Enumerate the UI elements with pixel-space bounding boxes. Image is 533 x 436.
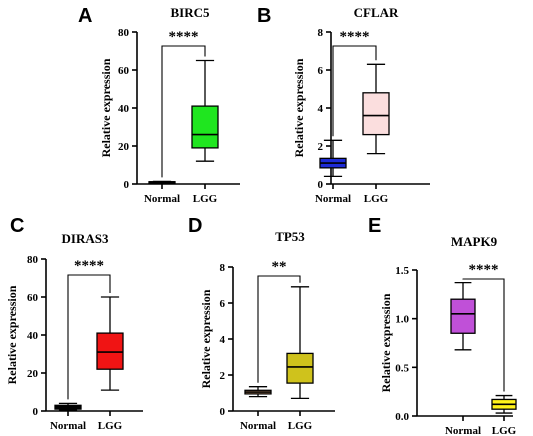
- y-tick-label: 4: [220, 334, 226, 346]
- panel-letter: D: [188, 215, 202, 237]
- y-tick-label: 0: [124, 179, 130, 191]
- y-tick-label: 0.5: [395, 362, 409, 374]
- y-tick-label: 40: [27, 330, 39, 342]
- chart-panel-b: B CFLAR Relative expression 0 2 4 6 8 Normal LGG *…: [257, 5, 430, 205]
- iqr-box: [191, 105, 219, 149]
- y-axis-label: Relative expression: [99, 58, 113, 157]
- y-tick-label: 2: [318, 141, 324, 153]
- x-category-label: LGG: [288, 420, 313, 432]
- box-normal: [148, 180, 176, 185]
- y-tick-label: 4: [318, 103, 324, 115]
- bracket-line: [161, 45, 206, 178]
- y-tick-label: 1.5: [395, 265, 409, 277]
- x-category-label: LGG: [364, 193, 389, 205]
- x-category-label: Normal: [144, 193, 180, 205]
- y-tick-label: 6: [318, 65, 324, 77]
- y-axis-label: Relative expression: [292, 58, 306, 157]
- box-lgg: [96, 296, 124, 391]
- bracket-line: [67, 274, 111, 400]
- box-normal: [54, 402, 82, 411]
- y-axis-label: Relative expression: [379, 293, 393, 392]
- chart-panel-c: C DIRAS3 Relative expression 0 20 40 60 80 Norma…: [5, 215, 143, 432]
- y-tick-label: 40: [118, 103, 130, 115]
- y-tick-label: 60: [27, 292, 39, 304]
- x-category-label: LGG: [193, 193, 218, 205]
- y-tick-label: 80: [118, 27, 130, 39]
- bracket-line: [332, 45, 377, 137]
- iqr-box: [286, 352, 314, 384]
- y-tick-label: 8: [220, 262, 226, 274]
- y-tick-label: 1.0: [395, 314, 409, 326]
- significance-bracket: ****: [67, 258, 111, 400]
- bracket-line: [462, 278, 505, 392]
- panel-letter: E: [368, 215, 381, 237]
- box-lgg: [491, 394, 517, 414]
- y-axis-label: Relative expression: [199, 289, 213, 388]
- iqr-box: [450, 298, 476, 334]
- y-tick-label: 0.0: [395, 411, 409, 423]
- y-tick-label: 20: [118, 141, 130, 153]
- x-category-label: LGG: [492, 425, 517, 436]
- y-tick-label: 0: [33, 406, 39, 418]
- panel-letter: A: [78, 5, 92, 27]
- box-normal: [450, 282, 476, 351]
- panel-title: CFLAR: [354, 5, 399, 20]
- panel-title: MAPK9: [451, 234, 498, 249]
- significance-bracket: ****: [462, 262, 505, 392]
- y-tick-label: 80: [27, 254, 39, 266]
- significance-label: ****: [340, 29, 370, 45]
- panel-title: BIRC5: [170, 5, 210, 20]
- panel-title: TP53: [275, 229, 305, 244]
- x-category-label: LGG: [98, 420, 123, 432]
- y-axis-label: Relative expression: [5, 285, 19, 384]
- panel-letter: C: [10, 215, 24, 237]
- chart-panel-a: A BIRC5 Relative expression 0 20 40 60 80 Normal…: [78, 5, 240, 205]
- x-category-label: Normal: [315, 193, 351, 205]
- box-lgg: [286, 286, 314, 400]
- y-tick-label: 6: [220, 298, 226, 310]
- panel-letter: B: [257, 5, 271, 27]
- significance-label: **: [272, 259, 287, 275]
- iqr-box: [96, 332, 124, 370]
- significance-label: ****: [169, 29, 199, 45]
- chart-panel-d: D TP53 Relative expression 0 2 4 6 8 Normal LGG **: [188, 215, 335, 432]
- x-category-label: Normal: [50, 420, 86, 432]
- y-tick-label: 0: [318, 179, 324, 191]
- y-tick-label: 8: [318, 27, 324, 39]
- significance-label: ****: [469, 262, 499, 278]
- significance-label: ****: [74, 258, 104, 274]
- y-tick-label: 0: [220, 406, 226, 418]
- iqr-box: [362, 92, 390, 136]
- box-normal: [319, 139, 347, 178]
- significance-bracket: **: [257, 259, 301, 383]
- y-tick-label: 60: [118, 65, 130, 77]
- panel-title: DIRAS3: [62, 231, 109, 246]
- x-category-label: Normal: [240, 420, 276, 432]
- box-lgg: [191, 59, 219, 162]
- box-lgg: [362, 63, 390, 155]
- y-tick-label: 2: [220, 370, 226, 382]
- chart-panel-e: E MAPK9 Relative expression 0.0 0.5 1.0 1.5 Nor…: [368, 215, 517, 436]
- box-normal: [244, 386, 272, 398]
- significance-bracket: ****: [161, 29, 206, 178]
- significance-bracket: ****: [332, 29, 377, 137]
- y-tick-label: 20: [27, 368, 39, 380]
- x-category-label: Normal: [445, 425, 481, 436]
- bracket-line: [257, 275, 301, 383]
